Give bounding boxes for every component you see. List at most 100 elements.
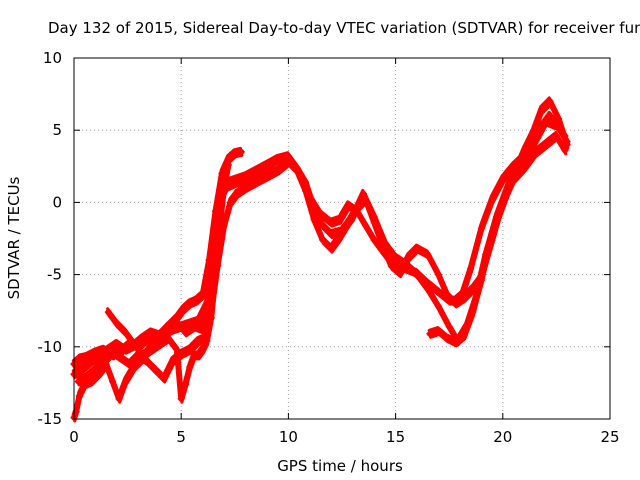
data-point: [561, 146, 569, 154]
data-point: [194, 337, 202, 345]
data-point: [237, 148, 245, 156]
data-point: [212, 207, 220, 215]
data-point: [121, 328, 129, 336]
series-satellite-track-d: [70, 146, 245, 423]
data-point: [109, 377, 117, 385]
data-point: [147, 346, 155, 354]
data-point: [205, 256, 213, 264]
data-point: [563, 141, 571, 149]
data-point: [186, 299, 194, 307]
data-point: [79, 364, 87, 372]
data-point: [274, 155, 282, 163]
chart-title: Day 132 of 2015, Sidereal Day-to-day VTE…: [48, 19, 640, 37]
x-tick-label: 10: [279, 428, 298, 446]
data-point: [434, 302, 442, 310]
data-point: [469, 308, 477, 316]
data-point: [555, 115, 563, 123]
data-point: [96, 369, 104, 377]
data-point: [156, 340, 164, 348]
x-tick-label: 5: [176, 428, 186, 446]
data-point: [263, 161, 271, 169]
data-point: [424, 285, 432, 293]
data-point: [181, 328, 189, 336]
data-point: [469, 285, 477, 293]
data-point: [460, 331, 468, 339]
data-point: [477, 276, 485, 284]
data-point: [173, 314, 181, 322]
data-point: [546, 97, 554, 105]
data-point: [130, 363, 138, 371]
data-point: [121, 377, 129, 385]
data-point: [413, 271, 421, 279]
data-point: [102, 360, 110, 368]
data-point: [151, 366, 159, 374]
data-point: [344, 201, 352, 209]
data-point: [177, 395, 185, 403]
axis-ticks: 0 5 10 15 20 25 -15 -10 -5 0 5 10: [38, 49, 620, 446]
data-point: [284, 158, 292, 166]
data-point: [207, 314, 215, 322]
series-trace: [71, 146, 242, 416]
data-point: [104, 308, 112, 316]
data-point: [231, 149, 239, 157]
series-trace: [77, 137, 568, 387]
y-tick-label: -15: [38, 410, 63, 428]
data-point: [164, 323, 172, 331]
data-point: [445, 323, 453, 331]
data-point: [190, 323, 198, 331]
data-point: [115, 395, 123, 403]
data-point: [353, 204, 361, 212]
data-point: [227, 198, 235, 206]
data-point: [194, 351, 202, 359]
data-point: [212, 271, 220, 279]
y-tick-label: 0: [52, 193, 62, 211]
data-series: [70, 96, 571, 423]
data-point: [362, 222, 370, 230]
data-point: [113, 340, 121, 348]
data-point: [302, 187, 310, 195]
y-tick-label: 5: [52, 121, 62, 139]
data-point: [109, 349, 117, 357]
data-point: [392, 253, 400, 261]
plot-frame: [73, 57, 611, 420]
y-tick-label: -5: [47, 266, 62, 284]
data-point: [452, 299, 460, 307]
data-point: [512, 167, 520, 175]
data-point: [242, 184, 250, 192]
data-point: [531, 149, 539, 157]
series-satellite-track-b: [70, 110, 571, 380]
data-point: [413, 245, 421, 253]
data-point: [160, 375, 168, 383]
data-point: [186, 346, 194, 354]
data-point: [503, 190, 511, 198]
data-point: [87, 357, 95, 365]
data-point: [404, 253, 412, 261]
data-point: [139, 351, 147, 359]
data-point: [499, 175, 507, 183]
data-point: [164, 334, 172, 342]
data-point: [203, 337, 211, 345]
x-tick-label: 25: [600, 428, 619, 446]
data-point: [370, 219, 378, 227]
data-point: [173, 346, 181, 354]
series-satellite-track-f: [426, 96, 571, 348]
data-point: [520, 146, 528, 154]
data-point: [379, 242, 387, 250]
data-point: [233, 175, 241, 183]
data-point: [179, 305, 187, 313]
data-point: [181, 380, 189, 388]
data-point: [460, 294, 468, 302]
data-point: [81, 380, 89, 388]
data-point: [199, 346, 207, 354]
data-point: [87, 377, 95, 385]
data-point: [362, 196, 370, 204]
x-axis-label: GPS time / hours: [277, 457, 403, 475]
data-point: [117, 354, 125, 362]
data-point: [75, 392, 83, 400]
data-point: [387, 262, 395, 270]
y-tick-label: -10: [38, 338, 63, 356]
data-point: [424, 250, 432, 258]
data-point: [443, 291, 451, 299]
data-point: [477, 224, 485, 232]
